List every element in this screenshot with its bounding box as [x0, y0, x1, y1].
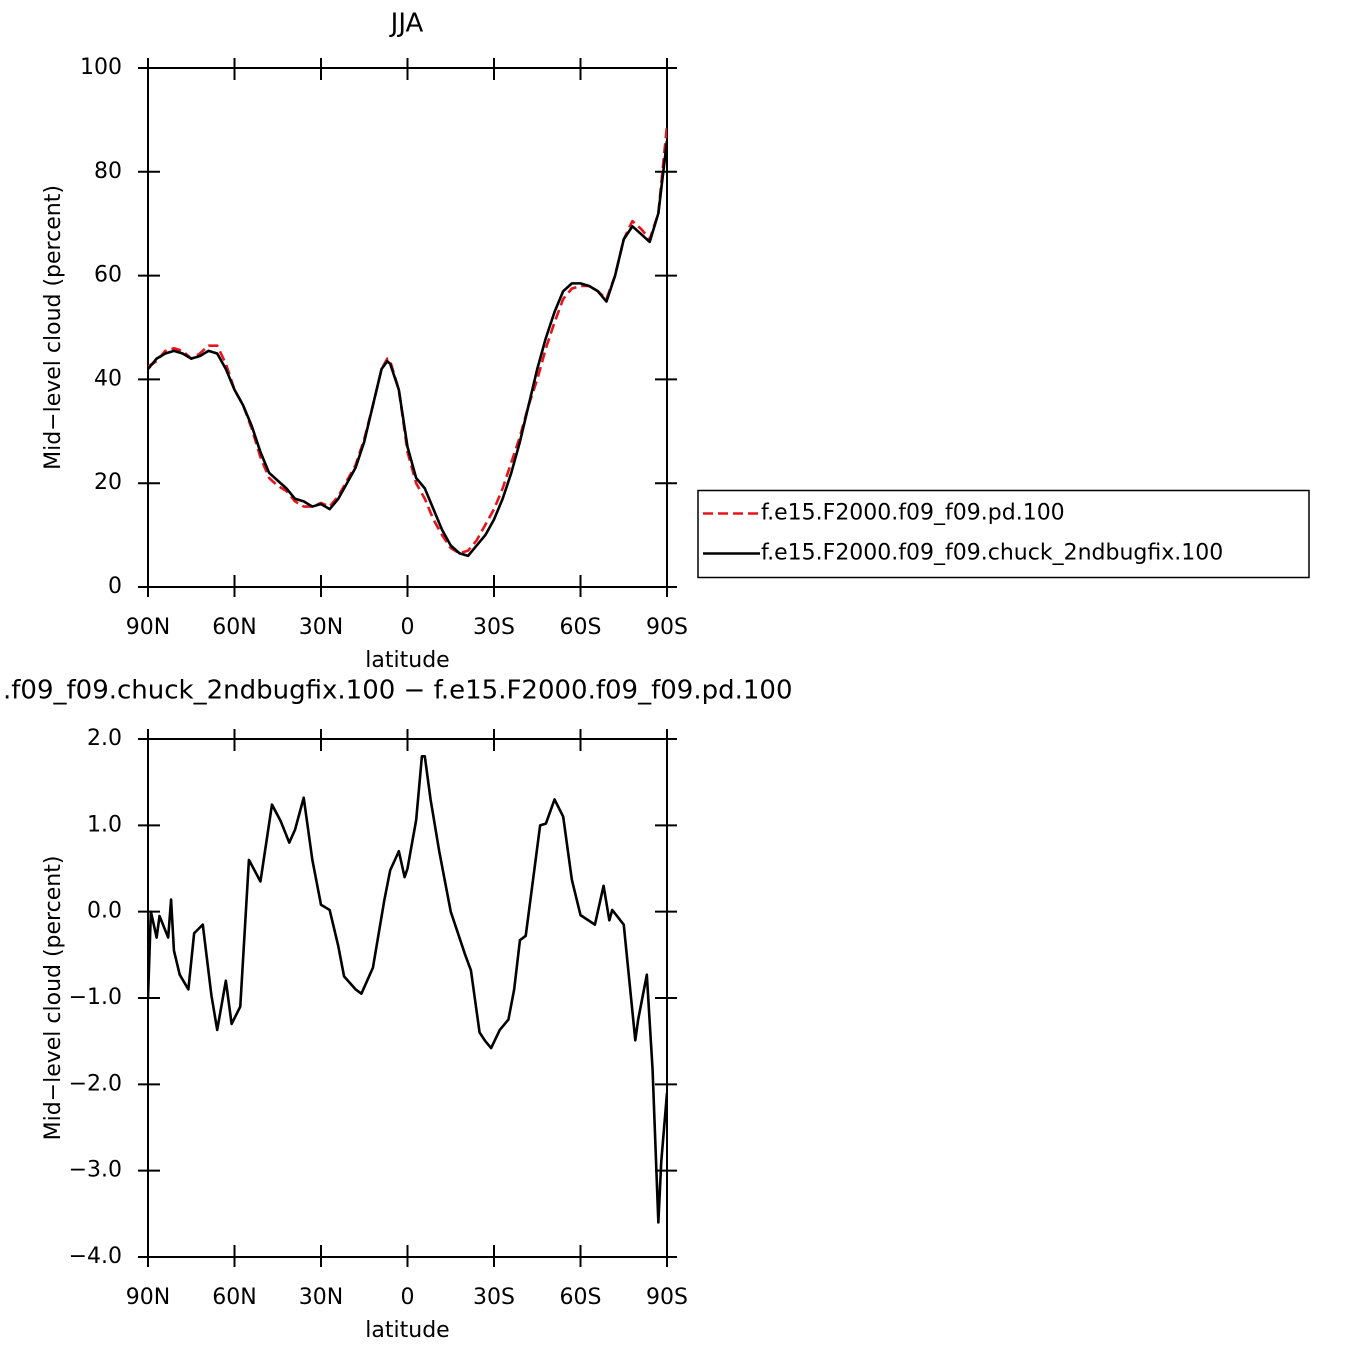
x-tick-label: 90N	[126, 1285, 170, 1310]
x-tick-label: 60S	[560, 615, 602, 640]
x-tick-label: 60N	[212, 1285, 256, 1310]
y-tick-label: 40	[94, 366, 122, 391]
x-tick-label: 30N	[299, 615, 343, 640]
x-tick-label: 60S	[560, 1285, 602, 1310]
plot-frame	[147, 738, 668, 1258]
x-tick-label: 30S	[473, 1285, 515, 1310]
y-tick-label: 80	[94, 159, 122, 184]
y-tick-label: 2.0	[87, 726, 122, 751]
x-tick-label: 90S	[646, 1285, 688, 1310]
legend-box	[697, 489, 1310, 579]
x-axis-label: latitude	[365, 1318, 449, 1343]
y-tick-label: 100	[80, 55, 122, 80]
y-tick-label: −1.0	[69, 985, 122, 1010]
y-tick-label: 1.0	[87, 812, 122, 837]
x-tick-label: 30N	[299, 1285, 343, 1310]
chart-title: JJA	[389, 9, 424, 39]
y-tick-label: 0.0	[87, 899, 122, 924]
plot-frame	[147, 67, 668, 588]
x-tick-label: 60N	[212, 615, 256, 640]
x-tick-label: 30S	[473, 615, 515, 640]
x-tick-label: 90N	[126, 615, 170, 640]
legend-label: f.e15.F2000.f09_f09.pd.100	[761, 501, 1065, 526]
x-tick-label: 0	[401, 615, 415, 640]
x-axis-label: latitude	[365, 648, 449, 673]
y-tick-label: 60	[94, 263, 122, 288]
x-tick-label: 90S	[646, 615, 688, 640]
data-line	[148, 140, 667, 558]
y-tick-label: −2.0	[69, 1071, 122, 1096]
chart-title: .f09_f09.chuck_2ndbugfix.100 − f.e15.F20…	[3, 676, 792, 706]
y-axis-label: Mid−level cloud (percent)	[41, 185, 66, 470]
y-tick-label: 20	[94, 470, 122, 495]
y-tick-label: 0	[108, 574, 122, 599]
data-line	[148, 124, 667, 555]
y-tick-label: −4.0	[69, 1244, 122, 1269]
data-line	[148, 754, 667, 1224]
y-axis-label: Mid−level cloud (percent)	[41, 856, 66, 1141]
x-tick-label: 0	[401, 1285, 415, 1310]
legend-label: f.e15.F2000.f09_f09.chuck_2ndbugfix.100	[761, 541, 1223, 566]
y-tick-label: −3.0	[69, 1158, 122, 1183]
